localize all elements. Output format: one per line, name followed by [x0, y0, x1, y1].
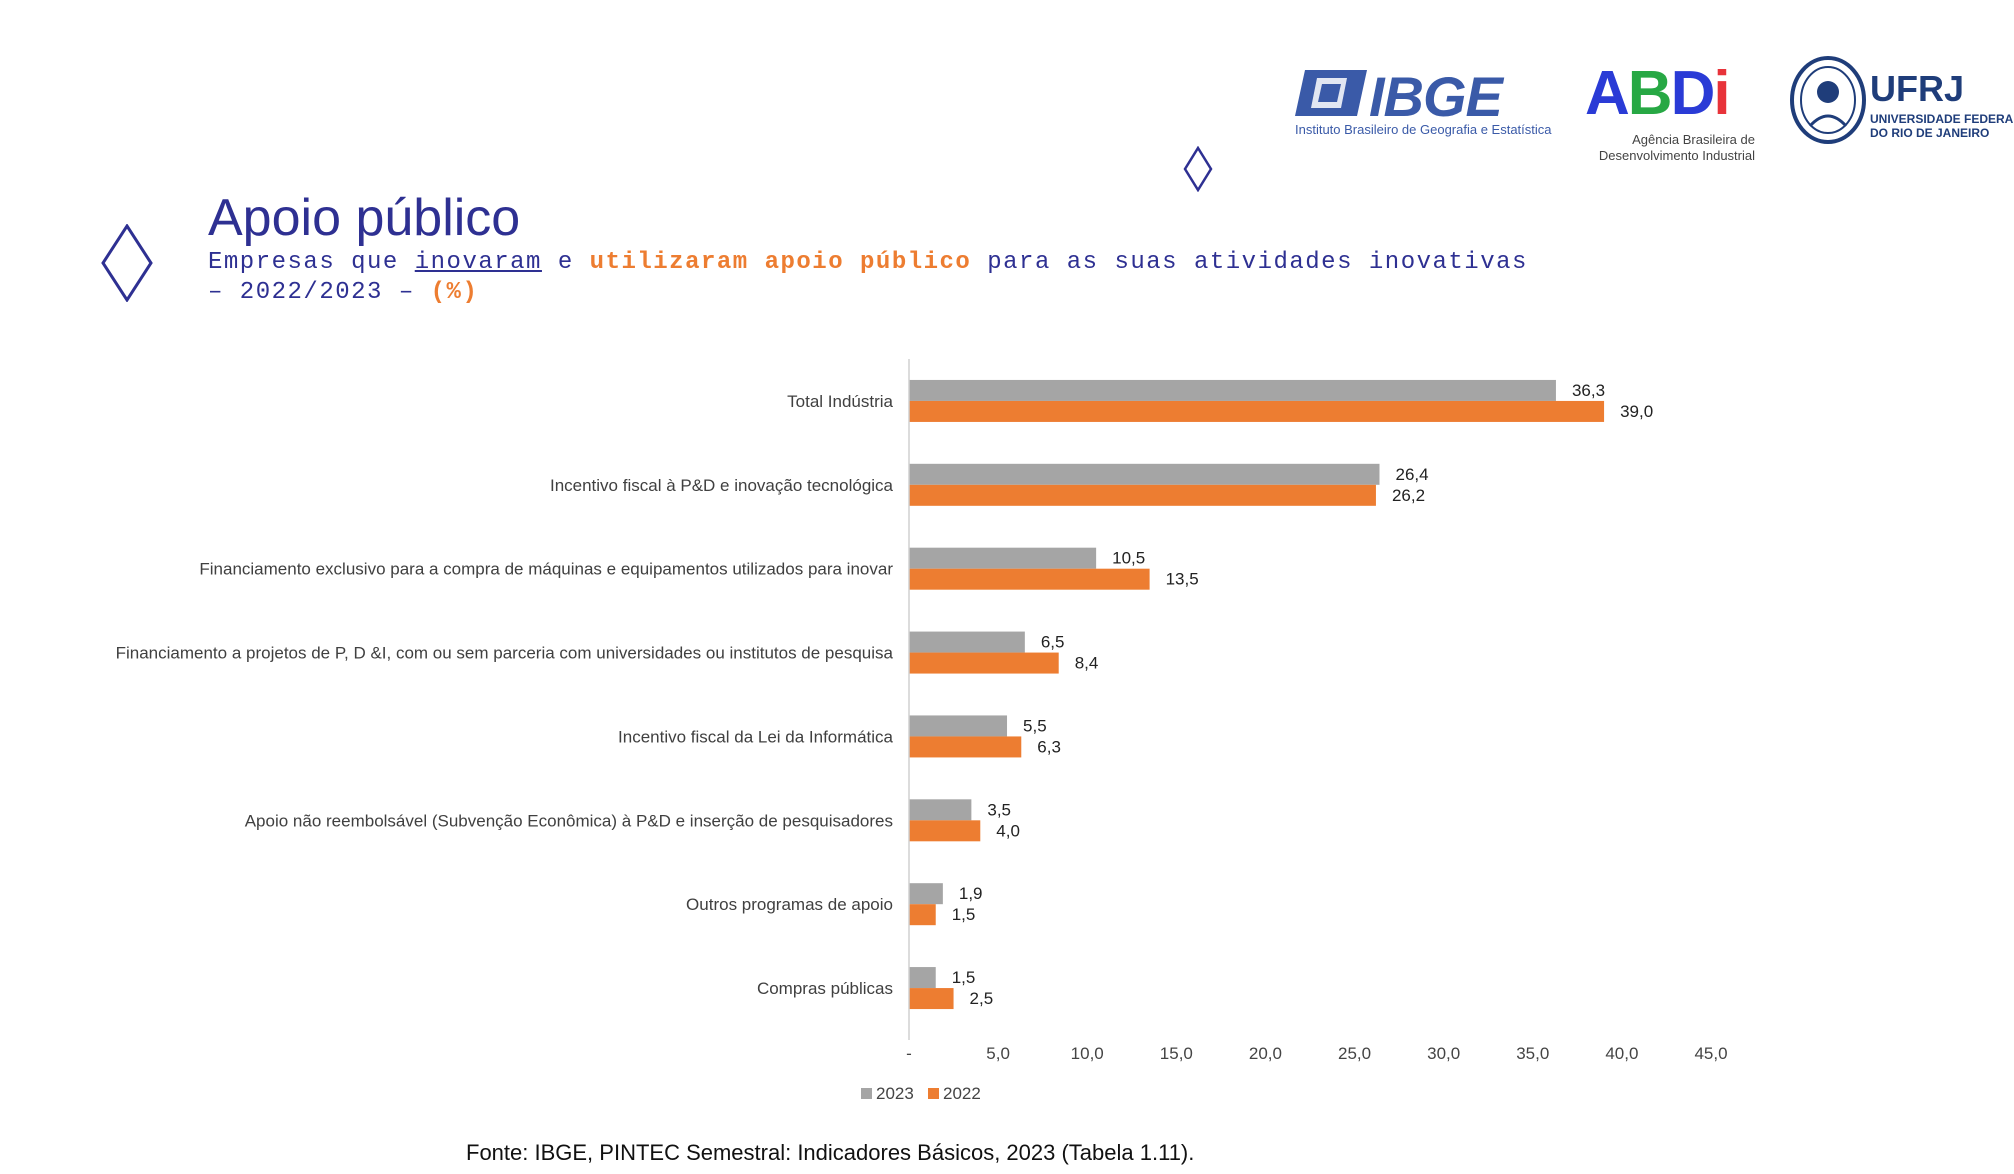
- bar-chart: Total Indústria 36,3 39,0 Incentivo fiscal …: [116, 359, 1728, 1103]
- logo-strip: IBGE Instituto Brasileiro de Geografia e…: [1295, 52, 2014, 164]
- bar-2023: [909, 715, 1008, 737]
- bar-2023: [909, 799, 972, 821]
- data-label-2022: 13,5: [1166, 570, 1199, 589]
- data-label-2023: 26,4: [1396, 465, 1429, 484]
- bar-2022: [909, 820, 981, 842]
- bar-2022: [909, 736, 1022, 758]
- data-label-2023: 1,5: [952, 968, 976, 987]
- legend-label-2023: 2023: [876, 1084, 914, 1103]
- category-label: Compras públicas: [757, 979, 893, 998]
- bar-2023: [909, 463, 1380, 485]
- x-tick-label: 5,0: [986, 1044, 1010, 1063]
- data-label-2022: 1,5: [952, 905, 976, 924]
- ufrj-logo: UFRJ UNIVERSIDADE FEDERAL DO RIO DE JANE…: [1788, 54, 2014, 154]
- category-label: Total Indústria: [787, 392, 893, 411]
- data-label-2022: 26,2: [1392, 486, 1425, 505]
- page-title: Apoio público: [208, 189, 521, 247]
- x-tick-label: 15,0: [1160, 1044, 1193, 1063]
- abdi-subtitle: Agência Brasileira de Desenvolvimento In…: [1598, 132, 1755, 163]
- ibge-logo: IBGE Instituto Brasileiro de Geografia e…: [1295, 65, 1552, 140]
- x-tick-label: 35,0: [1516, 1044, 1549, 1063]
- category-label: Incentivo fiscal da Lei da Informática: [618, 727, 894, 746]
- category-label: Incentivo fiscal à P&D e inovação tecnol…: [550, 476, 894, 495]
- x-tick-label: 45,0: [1694, 1044, 1727, 1063]
- abdi-wordmark: ABDi: [1585, 59, 1731, 128]
- bar-2022: [909, 400, 1605, 422]
- page-subtitle: Empresas que inovaram e utilizaram apoio…: [208, 249, 1528, 306]
- bar-2022: [909, 652, 1059, 674]
- diamond-large-icon: [101, 224, 153, 302]
- bar-2022: [909, 568, 1150, 590]
- legend-swatch-2022: [928, 1088, 939, 1099]
- x-tick-label: 10,0: [1071, 1044, 1104, 1063]
- category-label: Apoio não reembolsável (Subvenção Econôm…: [245, 811, 893, 830]
- legend-swatch-2023: [861, 1088, 872, 1099]
- ibge-mark-icon: [1295, 70, 1367, 116]
- data-label-2023: 3,5: [987, 800, 1011, 819]
- bar-2023: [909, 547, 1097, 569]
- source-note: Fonte: IBGE, PINTEC Semestral: Indicador…: [466, 1140, 1195, 1165]
- x-tick-label: 40,0: [1605, 1044, 1638, 1063]
- ufrj-wordmark: UFRJ: [1870, 68, 1965, 109]
- ibge-wordmark: IBGE: [1369, 65, 1503, 128]
- data-label-2023: 5,5: [1023, 716, 1047, 735]
- bar-2022: [909, 484, 1376, 506]
- data-label-2022: 8,4: [1075, 654, 1099, 673]
- category-label: Financiamento exclusivo para a compra de…: [199, 560, 893, 579]
- bar-2023: [909, 967, 936, 989]
- data-label-2023: 1,9: [959, 884, 983, 903]
- data-label-2022: 2,5: [970, 989, 994, 1008]
- data-label-2023: 36,3: [1572, 381, 1605, 400]
- diamond-small-icon: [1183, 146, 1213, 192]
- category-label: Outros programas de apoio: [686, 895, 893, 914]
- bar-2023: [909, 883, 943, 905]
- x-tick-label: 20,0: [1249, 1044, 1282, 1063]
- data-label-2022: 4,0: [996, 821, 1020, 840]
- data-label-2022: 6,3: [1037, 737, 1061, 756]
- data-label-2023: 6,5: [1041, 633, 1065, 652]
- data-label-2023: 10,5: [1112, 549, 1145, 568]
- bar-2023: [909, 631, 1025, 653]
- x-tick-label: 25,0: [1338, 1044, 1371, 1063]
- bar-2022: [909, 988, 954, 1010]
- data-label-2022: 39,0: [1620, 402, 1653, 421]
- category-label: Financiamento a projetos de P, D &I, com…: [116, 644, 894, 663]
- legend-label-2022: 2022: [943, 1084, 981, 1103]
- ufrj-seal-icon: [1790, 56, 1866, 144]
- ibge-subtitle: Instituto Brasileiro de Geografia e Esta…: [1295, 122, 1552, 137]
- x-tick-label: 30,0: [1427, 1044, 1460, 1063]
- ufrj-subtitle: UNIVERSIDADE FEDERAL DO RIO DE JANEIRO: [1870, 112, 2014, 140]
- bar-2022: [909, 904, 936, 926]
- x-tick-label: -: [906, 1044, 912, 1063]
- abdi-logo: ABDi Agência Brasileira de Desenvolvimen…: [1585, 59, 1755, 164]
- bar-2023: [909, 379, 1556, 401]
